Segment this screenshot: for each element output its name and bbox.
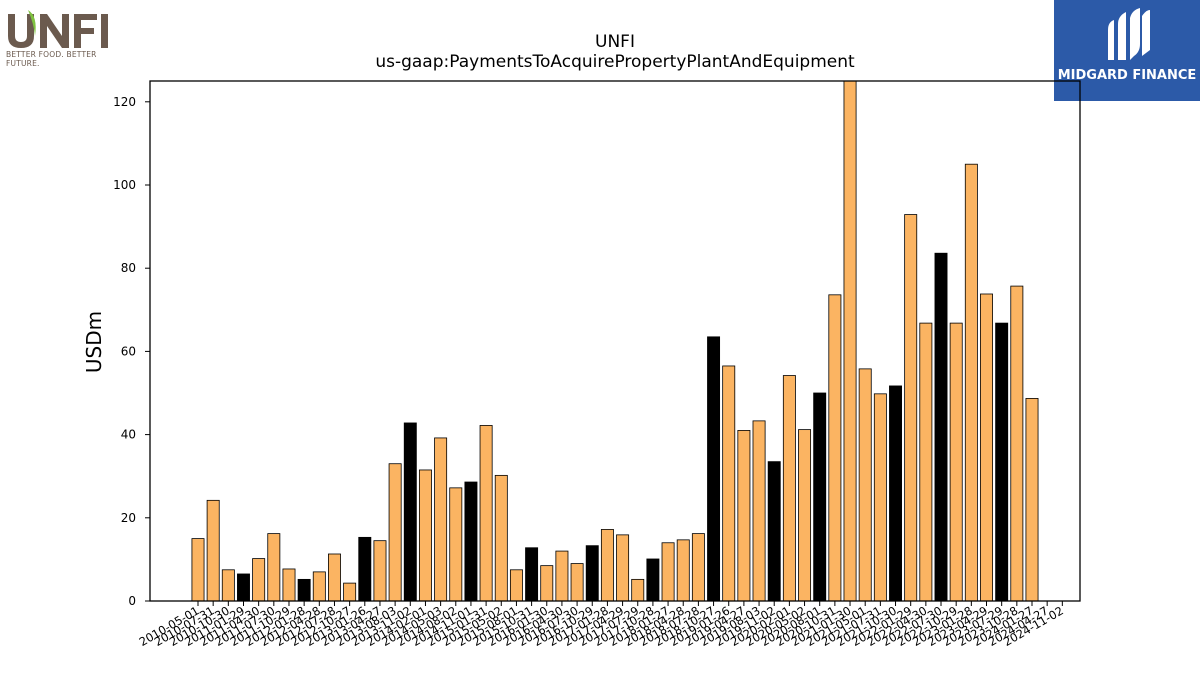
bar-2018-01-27 <box>661 542 675 602</box>
bar-2023-07-29 <box>995 322 1009 602</box>
bar-2022-10-29 <box>949 322 963 602</box>
bar-2012-04-28 <box>312 571 326 602</box>
bar-2013-08-03 <box>388 463 402 602</box>
bar-2010-05-01 <box>191 538 205 602</box>
bar-2011-01-29 <box>237 573 250 602</box>
bar-2015-05-02 <box>494 474 508 602</box>
bar-2019-08-03 <box>752 420 766 602</box>
y-tick-label: 20 <box>121 511 136 525</box>
bar-2023-01-28 <box>964 163 978 602</box>
bar-2011-07-30 <box>267 533 281 602</box>
y-tick-label: 100 <box>113 178 136 192</box>
bar-2013-04-27 <box>373 540 387 602</box>
bar-2014-08-02 <box>449 487 463 602</box>
midgard-finance-logo: MIDGARD FINANCE <box>1054 0 1200 101</box>
midgard-logo-mark <box>1108 8 1150 60</box>
unfi-logo-mark <box>8 10 108 48</box>
bar-2017-07-29 <box>631 578 645 602</box>
bar-2022-04-30 <box>919 322 933 602</box>
y-tick-label: 120 <box>113 95 136 109</box>
bar-2022-07-30 <box>934 252 948 602</box>
bar-2011-10-29 <box>282 568 296 602</box>
y-axis: 0 20 40 60 80 100 120 <box>113 95 150 608</box>
bar-2019-11-02 <box>767 461 781 602</box>
bar-2019-01-26 <box>722 365 736 602</box>
bar-2013-11-02 <box>403 422 417 602</box>
bar-2020-10-31 <box>828 294 842 602</box>
midgard-wordmark: MIDGARD FINANCE <box>1057 68 1197 83</box>
bar-2013-01-26 <box>358 536 372 602</box>
plot-frame <box>149 80 1081 602</box>
bar-2018-10-27 <box>707 336 721 602</box>
bar-2014-05-03 <box>434 437 448 602</box>
bar-2017-01-28 <box>600 529 614 602</box>
bar-2012-10-27 <box>343 582 357 602</box>
bar-2020-05-02 <box>798 429 812 602</box>
bar-2015-10-31 <box>525 547 539 602</box>
bar-2021-07-31 <box>873 393 887 602</box>
bar-2010-07-31 <box>206 499 220 602</box>
bar-2023-04-29 <box>980 293 993 602</box>
x-axis: 2010-05-012010-07-312010-10-302011-01-29… <box>137 601 1066 649</box>
bar-2018-04-28 <box>676 539 690 602</box>
bar-2014-11-01 <box>464 481 478 602</box>
y-tick-label: 40 <box>121 428 136 442</box>
unfi-logo: BETTER FOOD. BETTER FUTURE. <box>4 6 128 68</box>
chart-title: UNFI <box>595 32 635 52</box>
bar-2015-08-01 <box>509 569 523 602</box>
bar-2017-10-28 <box>646 558 660 602</box>
bar-2016-01-30 <box>540 565 554 602</box>
bar-2017-04-29 <box>616 534 630 602</box>
bar-2010-10-30 <box>221 569 235 602</box>
bar-2016-04-30 <box>555 550 569 602</box>
y-tick-label: 0 <box>128 594 136 608</box>
bar-2011-04-30 <box>252 558 266 602</box>
bar-2024-01-27 <box>1025 398 1039 602</box>
bar-2016-07-30 <box>570 563 584 602</box>
bar-2021-10-30 <box>889 385 902 602</box>
bar-2021-05-01 <box>858 368 872 602</box>
y-tick-label: 80 <box>121 261 136 275</box>
y-tick-label: 60 <box>121 344 136 358</box>
bar-2014-02-01 <box>418 469 432 602</box>
bar-2015-01-31 <box>479 425 493 602</box>
bar-2018-07-28 <box>691 533 705 602</box>
chart-subtitle: us-gaap:PaymentsToAcquirePropertyPlantAn… <box>375 52 855 72</box>
bar-2019-04-27 <box>737 430 751 602</box>
bar-2020-02-01 <box>782 375 796 602</box>
unfi-tagline: BETTER FOOD. BETTER FUTURE. <box>6 50 97 68</box>
bar-2020-08-01 <box>813 392 827 602</box>
bar-2016-10-29 <box>585 545 599 602</box>
bar-2022-01-29 <box>904 214 918 602</box>
bar-2012-07-28 <box>328 553 341 602</box>
bar-2012-01-28 <box>297 578 311 602</box>
bar-series <box>191 80 1039 602</box>
bar-2023-10-28 <box>1010 285 1024 602</box>
bar-2021-01-30 <box>843 80 857 602</box>
